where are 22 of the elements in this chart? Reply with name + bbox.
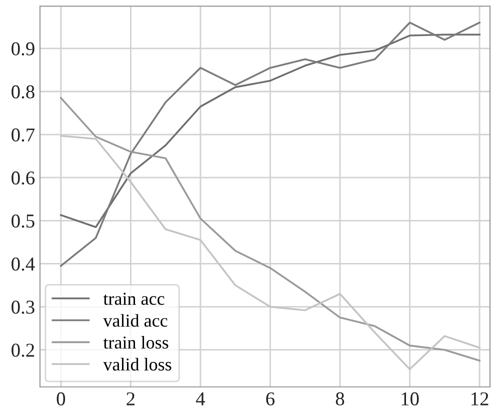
line-series bbox=[60, 22, 480, 267]
y-tick-label: 0.8 bbox=[12, 85, 34, 99]
y-tick-label: 0.6 bbox=[12, 171, 35, 185]
y-tick-label: 0.9 bbox=[12, 42, 34, 56]
line-series bbox=[60, 34, 480, 228]
y-tick-label: 0.2 bbox=[12, 344, 34, 357]
legend-label: valid acc bbox=[103, 314, 168, 327]
x-tick-label: 8 bbox=[336, 392, 344, 406]
y-tick-label: 0.7 bbox=[12, 128, 35, 142]
x-tick-label: 12 bbox=[472, 392, 488, 406]
x-tick-label: 4 bbox=[196, 392, 206, 406]
y-tick-label: 0.5 bbox=[12, 214, 34, 228]
legend-label: valid loss bbox=[103, 358, 172, 371]
y-tick-label: 0.3 bbox=[12, 300, 34, 314]
x-tick-label: 6 bbox=[266, 392, 275, 406]
x-tick-label: 2 bbox=[126, 392, 134, 406]
legend-label: train acc bbox=[103, 292, 164, 305]
x-tick-label: 0 bbox=[56, 392, 66, 406]
y-tick-label: 0.4 bbox=[12, 258, 35, 271]
line-series bbox=[60, 134, 480, 370]
legend-label: train loss bbox=[103, 336, 168, 349]
x-tick-label: 10 bbox=[402, 392, 419, 406]
